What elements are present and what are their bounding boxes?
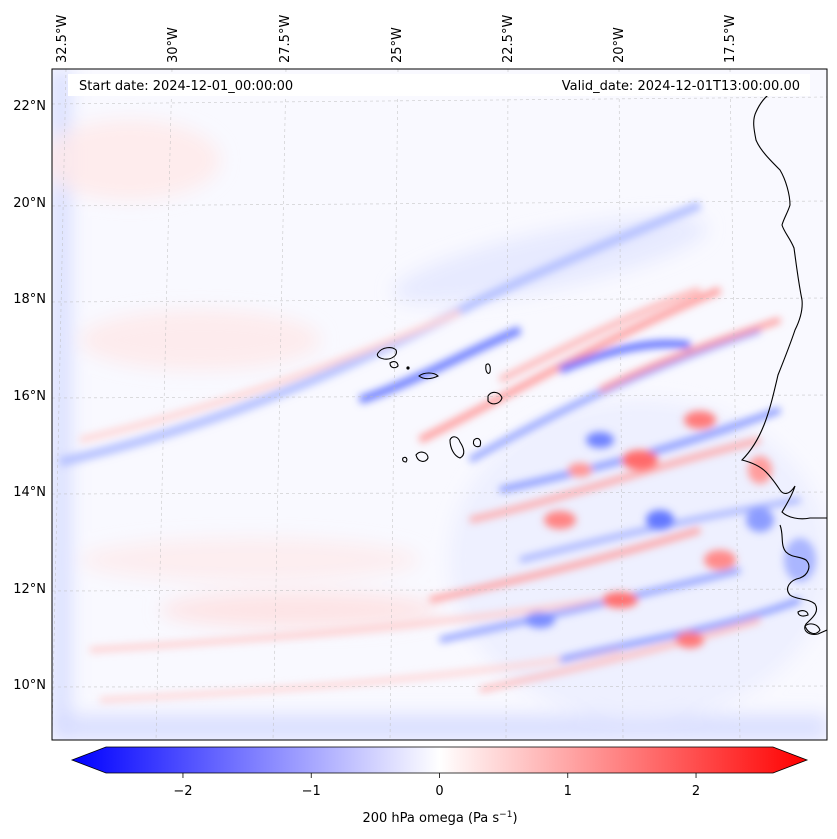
header-box [68, 74, 810, 96]
lon-label-20w: 20°W [612, 27, 627, 63]
lat-label-18n: 18°N [13, 292, 46, 307]
colorbar-label-superscript: −1 [499, 810, 512, 820]
lon-label-17-5w: 17.5°W [723, 15, 738, 63]
colorbar-tick-label-neg2: −2 [173, 784, 192, 799]
colorbar-label-main: 200 hPa omega (Pa s [362, 811, 499, 826]
coastlines [376, 91, 827, 635]
map-panel [52, 69, 827, 740]
colorbar-ticks [182, 773, 697, 778]
colorbar-label: 200 hPa omega (Pa s−1) [362, 810, 517, 826]
african-coastline [740, 91, 827, 520]
lon-label-25w: 25°W [390, 27, 405, 63]
senegal-gambia-coast [779, 524, 827, 635]
longitude-labels: 32.5°W 30°W 27.5°W 25°W 22.5°W 20°W 17.5… [55, 15, 738, 63]
island-maio [472, 437, 482, 448]
start-date-label: Start date: 2024-12-01_00:00:00 [79, 79, 293, 94]
lon-label-32-5w: 32.5°W [55, 15, 70, 63]
omega-bands [58, 200, 816, 703]
colorbar-gradient [70, 746, 809, 774]
latitude-labels: 22°N 20°N 18°N 16°N 14°N 12°N 10°N [13, 99, 46, 693]
colorbar-tick-label-2: 2 [692, 784, 700, 799]
island-fogo [415, 451, 429, 462]
island-santo-antao [376, 347, 397, 360]
lon-label-27-5w: 27.5°W [278, 15, 293, 63]
colorbar: −2 −1 0 1 2 200 hPa omega (Pa s−1) [70, 746, 809, 826]
island-santiago [449, 436, 465, 459]
island-santa-luzia [406, 366, 410, 370]
map-border [51, 68, 828, 741]
lat-label-10n: 10°N [13, 678, 46, 693]
colorbar-label-close: ) [512, 811, 517, 826]
gridlines [52, 69, 827, 740]
lat-label-12n: 12°N [13, 582, 46, 597]
colorbar-tick-label-neg1: −1 [302, 784, 321, 799]
lat-label-22n: 22°N [13, 99, 46, 114]
valid-date-label: Valid_date: 2024-12-01T13:00:00.00 [562, 79, 800, 94]
island-sao-nicolau [418, 372, 439, 380]
lon-label-30w: 30°W [166, 27, 181, 63]
omega-broad-areas [52, 69, 827, 740]
island-brava [402, 456, 408, 463]
lat-label-16n: 16°N [13, 389, 46, 404]
omega-field [52, 69, 827, 740]
colorbar-tick-label-1: 1 [564, 784, 572, 799]
island-sao-vicente [389, 361, 399, 369]
islands-bijagos [797, 610, 821, 635]
lat-label-20n: 20°N [13, 196, 46, 211]
island-sal [485, 363, 491, 374]
lat-label-14n: 14°N [13, 485, 46, 500]
colorbar-tick-label-0: 0 [435, 784, 443, 799]
lon-label-22-5w: 22.5°W [501, 15, 516, 63]
island-boa-vista [487, 391, 503, 405]
